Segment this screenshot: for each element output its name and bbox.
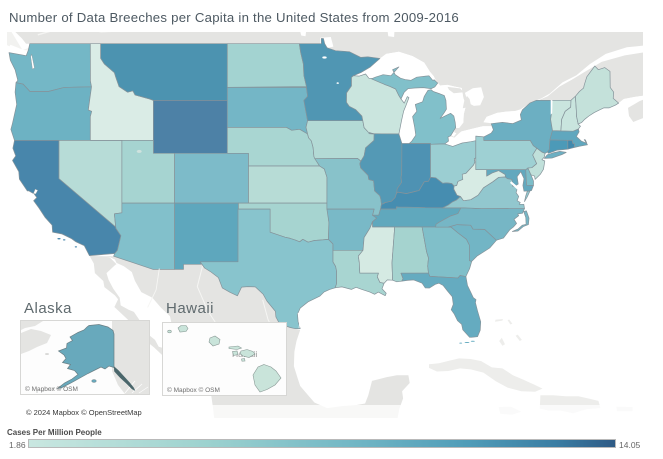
svg-text:© Mapbox © OSM: © Mapbox © OSM: [25, 385, 78, 393]
svg-text:© Mapbox © OSM: © Mapbox © OSM: [167, 386, 220, 394]
